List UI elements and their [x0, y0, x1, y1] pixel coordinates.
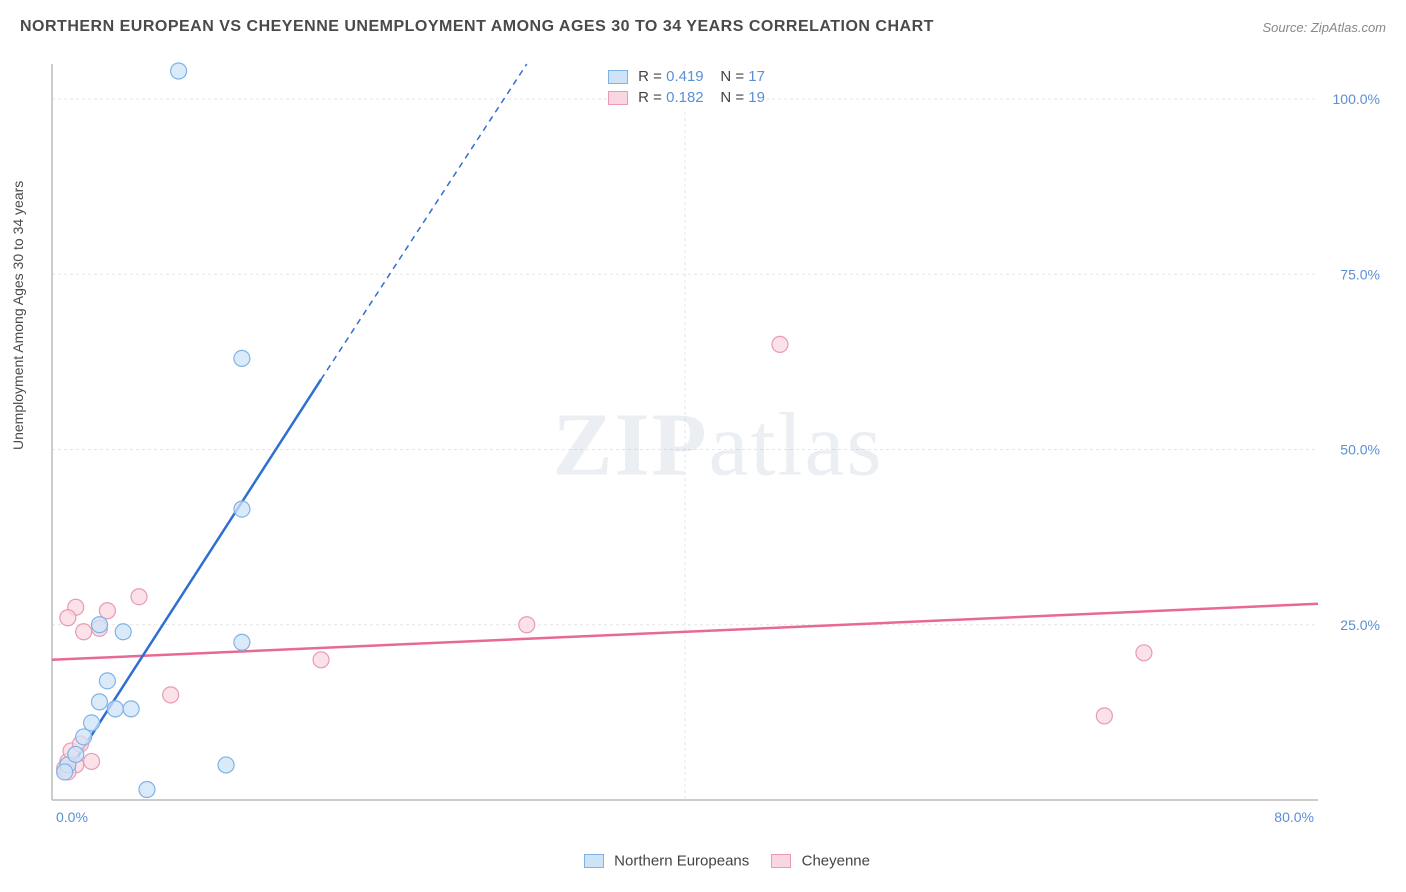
legend-label-cheyenne: Cheyenne	[802, 853, 870, 870]
svg-text:0.0%: 0.0%	[56, 809, 88, 825]
legend-row-cheyenne: R = 0.182 N = 19	[608, 87, 765, 108]
scatter-plot: 25.0%50.0%75.0%100.0%0.0%80.0% ZIPatlas …	[48, 60, 1388, 830]
svg-text:25.0%: 25.0%	[1340, 617, 1380, 633]
svg-text:80.0%: 80.0%	[1274, 809, 1314, 825]
x-axis-legend: Northern Europeans Cheyenne	[48, 852, 1388, 870]
swatch-cheyenne-icon	[608, 91, 628, 105]
legend-label-northern: Northern Europeans	[614, 853, 749, 870]
swatch-cheyenne-icon	[771, 854, 791, 868]
source-attribution: Source: ZipAtlas.com	[1262, 20, 1386, 35]
chart-title: NORTHERN EUROPEAN VS CHEYENNE UNEMPLOYME…	[20, 18, 934, 36]
swatch-northern-icon	[608, 70, 628, 84]
svg-text:100.0%: 100.0%	[1333, 91, 1380, 107]
swatch-northern-icon	[584, 854, 604, 868]
svg-text:75.0%: 75.0%	[1340, 266, 1380, 282]
legend-row-northern: R = 0.419 N = 17	[608, 66, 765, 87]
correlation-legend: R = 0.419 N = 17 R = 0.182 N = 19	[608, 66, 765, 108]
y-axis-label: Unemployment Among Ages 30 to 34 years	[10, 181, 26, 450]
svg-text:50.0%: 50.0%	[1340, 442, 1380, 458]
